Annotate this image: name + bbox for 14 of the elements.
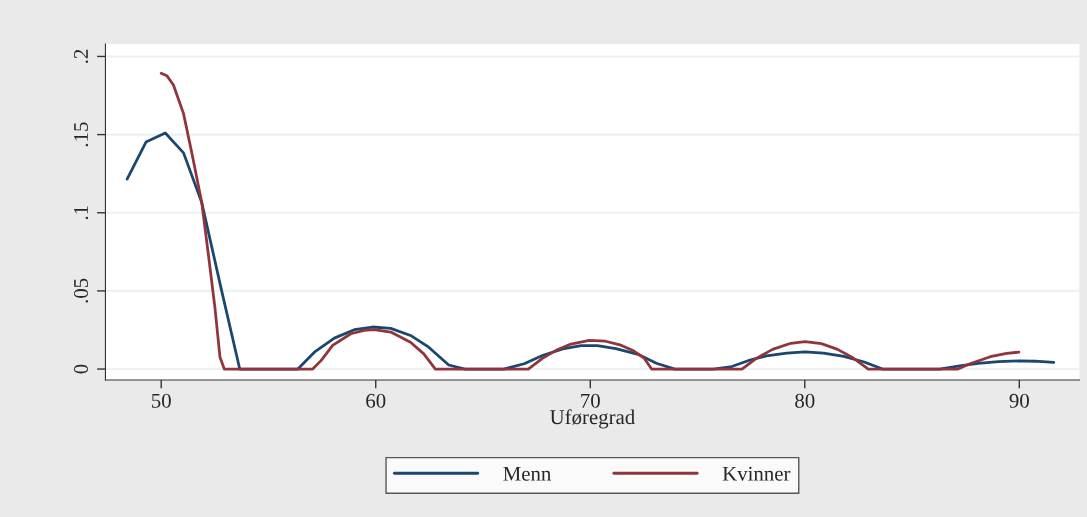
- x-tick-label: 60: [366, 393, 386, 408]
- line-series: [159, 71, 1021, 371]
- y-tick-label: .1: [74, 206, 89, 220]
- x-tick-label: 90: [1009, 393, 1029, 408]
- y-tick-label: .15: [74, 122, 89, 147]
- y-tick-label: 0: [73, 364, 89, 374]
- x-tick-label: 80: [795, 393, 815, 408]
- x-tick-label: 50: [152, 393, 171, 408]
- y-tick-label: .2: [74, 49, 89, 63]
- x-axis-title: Uføregrad: [550, 409, 635, 429]
- x-tick-label: 70: [581, 393, 600, 408]
- legend-label: Kvinner: [722, 466, 791, 481]
- legend-label: Menn: [503, 466, 552, 481]
- y-tick-label: .05: [73, 278, 89, 303]
